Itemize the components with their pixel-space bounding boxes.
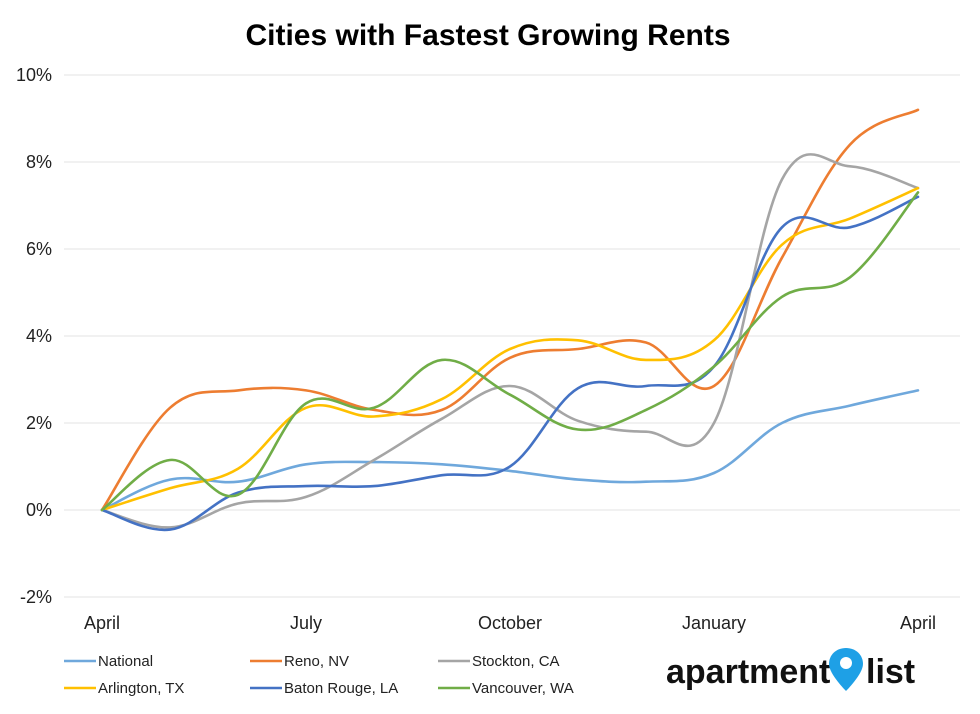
y-tick-label: 10%: [16, 65, 52, 85]
map-pin-icon: [829, 648, 863, 691]
legend-label-reno-nv: Reno, NV: [284, 653, 349, 670]
legend-label-vancouver-wa: Vancouver, WA: [472, 680, 574, 697]
legend-label-arlington-tx: Arlington, TX: [98, 680, 184, 697]
legend: National Reno, NV Stockton, CA Arlington, T…: [64, 653, 574, 697]
y-tick-label: 6%: [26, 239, 52, 259]
series-line-baton-rouge-la: [100, 195, 920, 532]
logo-text-list: list: [866, 653, 915, 691]
y-tick-label: -2%: [20, 587, 52, 607]
series-line-vancouver-wa: [100, 191, 920, 512]
chart-title: Cities with Fastest Growing Rents: [245, 19, 730, 52]
logo-text-apartment: apartment: [666, 653, 830, 691]
series-line-arlington-tx: [100, 186, 920, 512]
y-tick-label: 8%: [26, 152, 52, 172]
y-tick-label: 4%: [26, 326, 52, 346]
legend-label-national: National: [98, 653, 153, 670]
legend-label-stockton-ca: Stockton, CA: [472, 653, 560, 670]
series-line-national: [100, 389, 920, 512]
y-tick-label: 0%: [26, 500, 52, 520]
x-axis-ticks: April July October January April: [84, 613, 936, 633]
legend-label-baton-rouge-la: Baton Rouge, LA: [284, 680, 398, 697]
series-line-reno-nv: [100, 108, 920, 512]
gridlines: [64, 74, 960, 598]
y-tick-label: 2%: [26, 413, 52, 433]
x-tick-label: July: [290, 613, 322, 633]
series-lines: [100, 108, 920, 532]
y-axis-ticks: -2% 0% 2% 4% 6% 8% 10%: [16, 65, 52, 607]
x-tick-label: April: [900, 613, 936, 633]
x-tick-label: October: [478, 613, 542, 633]
x-tick-label: April: [84, 613, 120, 633]
x-tick-label: January: [682, 613, 746, 633]
apartment-list-logo: apartment list: [666, 648, 915, 691]
series-line-stockton-ca: [100, 153, 920, 529]
